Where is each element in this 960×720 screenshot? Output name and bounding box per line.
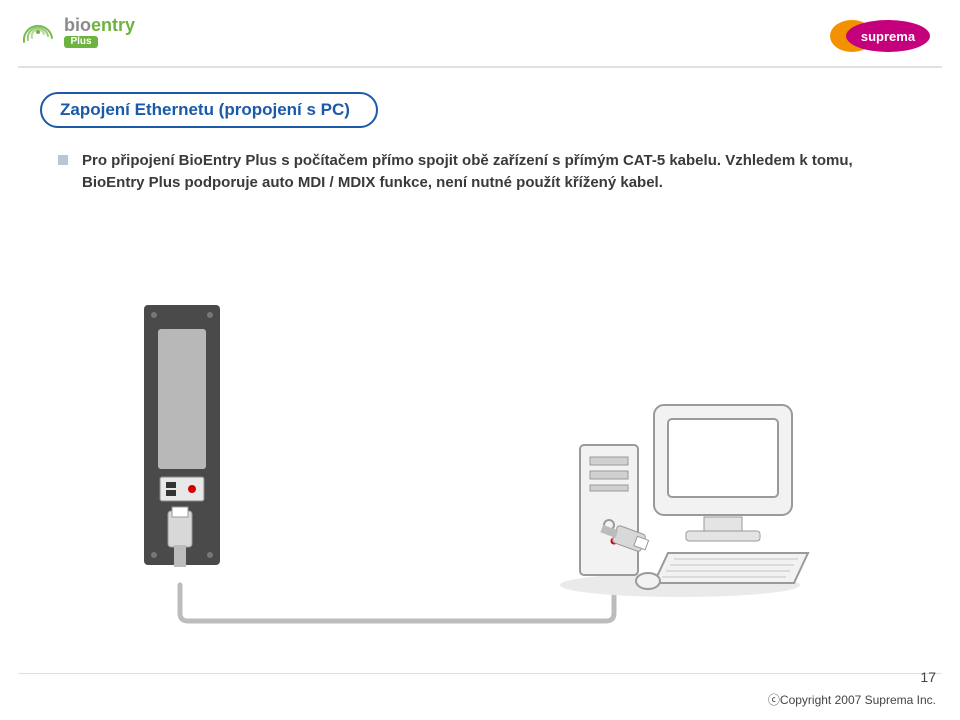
bioentry-logo: bioentry Plus (18, 12, 135, 52)
logo-swirl-icon (18, 12, 58, 52)
header: bioentry Plus suprema (0, 0, 960, 80)
copyright-text: ⓒCopyright 2007 Suprema Inc. (768, 691, 936, 708)
logo-plus-badge: Plus (64, 36, 98, 48)
body-content: Pro připojení BioEntry Plus s počítačem … (58, 150, 902, 194)
logo-wordmark: bioentry (64, 16, 135, 34)
bioentry-device (144, 305, 220, 567)
connection-diagram (120, 285, 840, 625)
header-divider (18, 66, 942, 68)
body-paragraph: Pro připojení BioEntry Plus s počítačem … (82, 150, 902, 194)
ethernet-cable (180, 535, 620, 621)
bullet-icon (58, 155, 68, 165)
section-title: Zapojení Ethernetu (propojení s PC) (40, 92, 378, 128)
footer: 17 ⓒCopyright 2007 Suprema Inc. (768, 669, 936, 708)
page-number: 17 (768, 669, 936, 685)
bullet-item: Pro připojení BioEntry Plus s počítačem … (58, 150, 902, 194)
suprema-logo: suprema (822, 16, 942, 61)
suprema-logo-text: suprema (861, 29, 916, 44)
pc-illustration (560, 405, 808, 597)
